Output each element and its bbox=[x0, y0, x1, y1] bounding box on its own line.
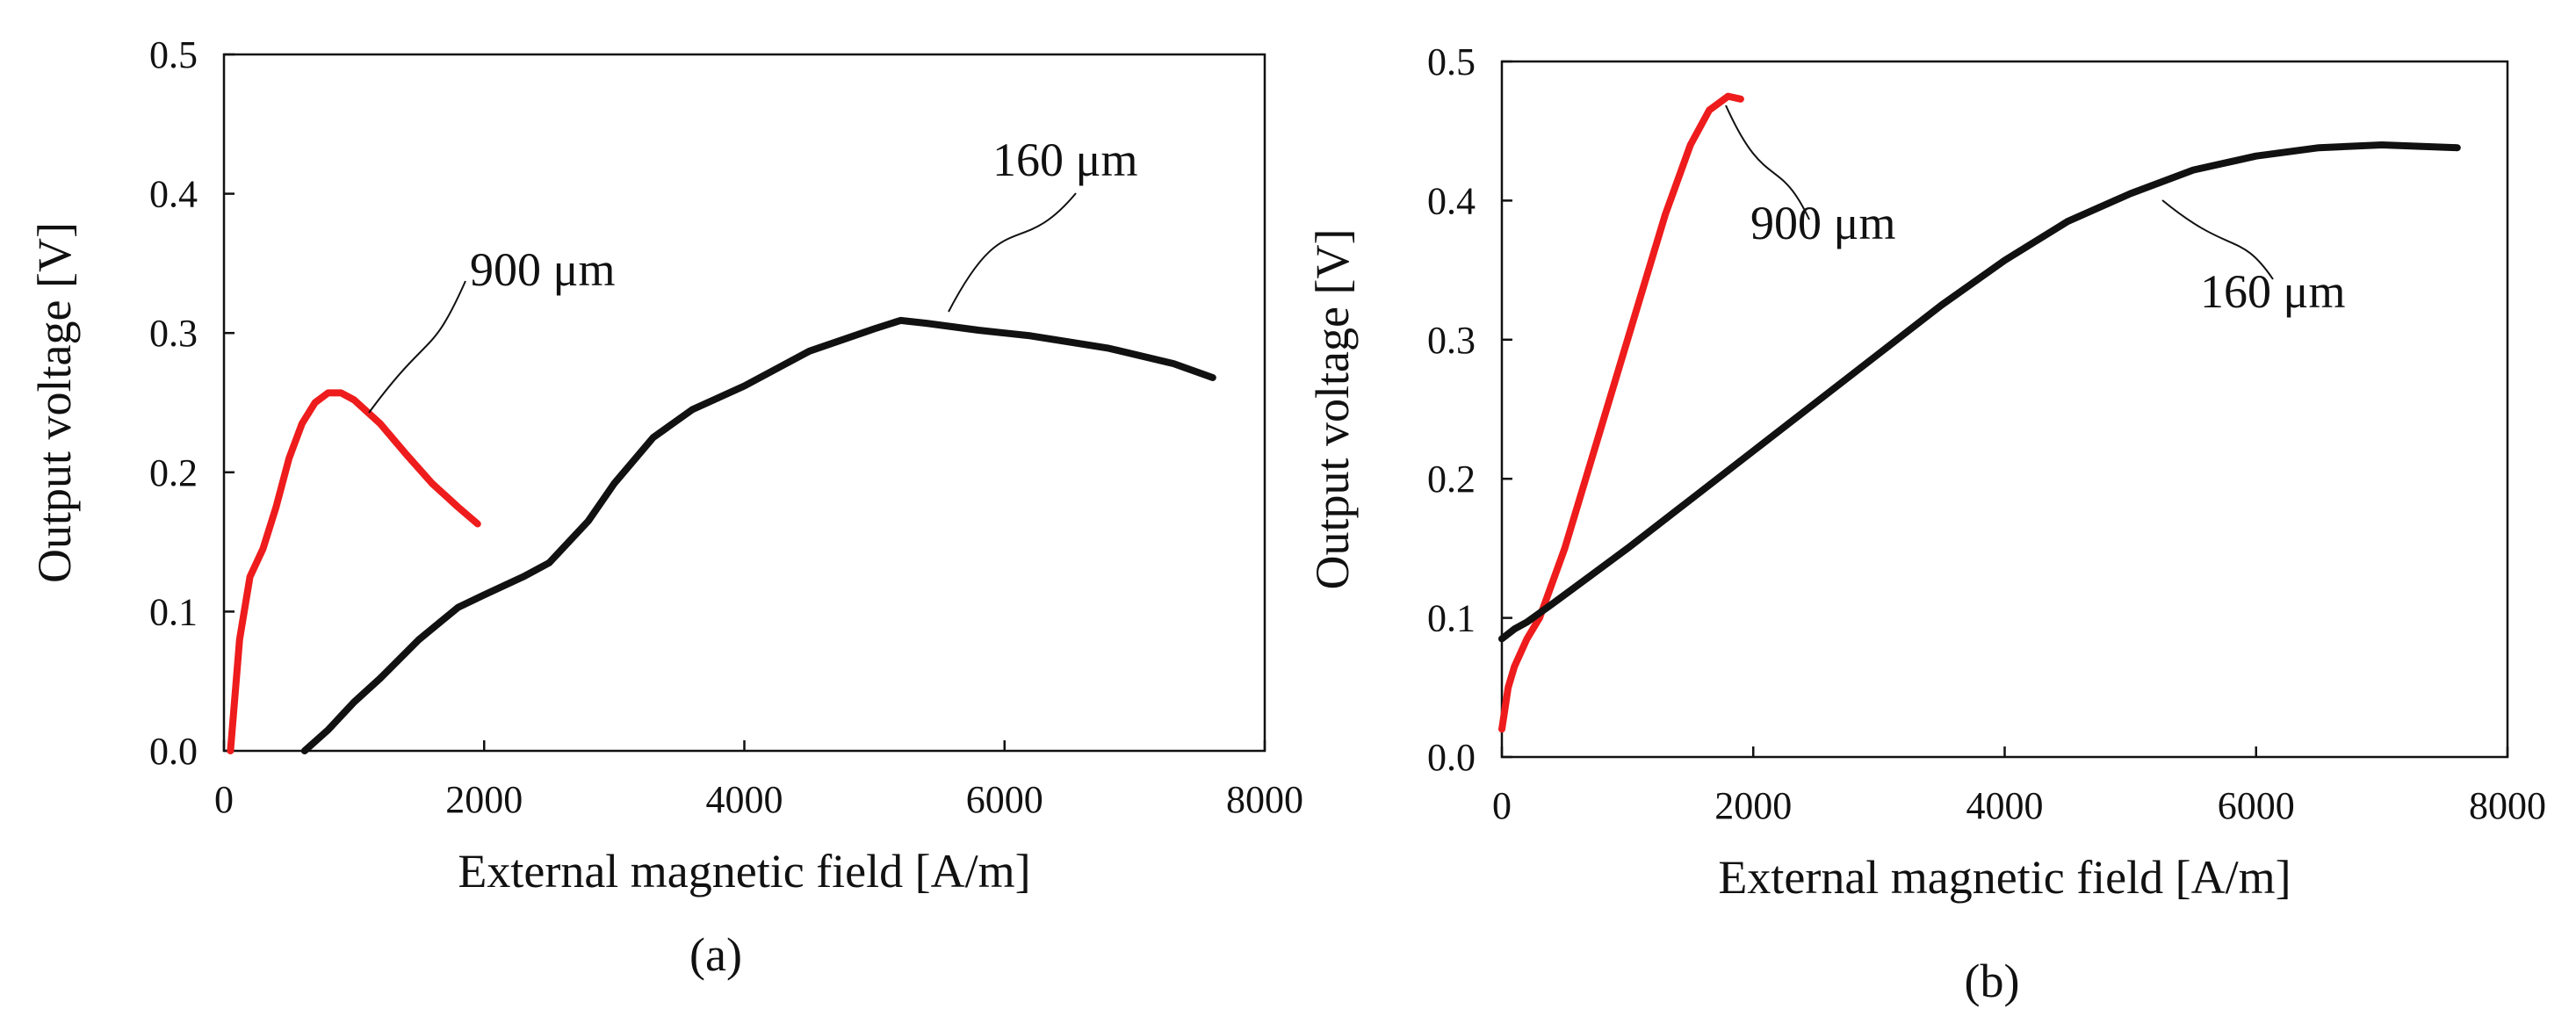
x-tick-label: 6000 bbox=[966, 778, 1043, 821]
callout-leader bbox=[368, 280, 466, 414]
series-line-900um bbox=[227, 389, 481, 754]
series-label: 160 μm bbox=[992, 133, 1137, 186]
series-label: 900 μm bbox=[1750, 197, 1895, 249]
x-tick-label: 4000 bbox=[706, 778, 783, 821]
x-tick-label: 4000 bbox=[1966, 784, 2044, 827]
y-tick-label: 0.5 bbox=[149, 33, 198, 76]
y-tick-label: 0.0 bbox=[1427, 736, 1476, 779]
x-tick-label: 8000 bbox=[1226, 778, 1303, 821]
series-line-160um bbox=[300, 316, 1216, 754]
panel-label: (a) bbox=[689, 928, 742, 981]
series-line-160um bbox=[1498, 141, 2461, 643]
y-tick-label: 0.2 bbox=[149, 451, 198, 494]
y-tick-label: 0.0 bbox=[149, 730, 198, 773]
plot-frame bbox=[1500, 60, 2509, 759]
callout-leader bbox=[2161, 199, 2274, 280]
x-axis-title: External magnetic field [A/m] bbox=[458, 845, 1030, 898]
panel-label: (b) bbox=[1965, 955, 2020, 1007]
y-tick-label: 0.4 bbox=[1427, 179, 1476, 222]
series-label: 160 μm bbox=[2200, 265, 2345, 318]
x-tick-label: 2000 bbox=[1714, 784, 1792, 827]
x-tick-label: 0 bbox=[214, 778, 234, 821]
y-axis-title: Output voltage [V] bbox=[1306, 229, 1359, 590]
y-tick-label: 0.1 bbox=[1427, 597, 1476, 640]
y-tick-label: 0.3 bbox=[149, 312, 198, 355]
y-axis-title: Output voltage [V] bbox=[28, 222, 81, 583]
y-tick-label: 0.5 bbox=[1427, 40, 1476, 83]
x-tick-label: 2000 bbox=[445, 778, 523, 821]
y-tick-label: 0.2 bbox=[1427, 458, 1476, 501]
y-tick-label: 0.1 bbox=[149, 590, 198, 633]
y-tick-label: 0.3 bbox=[1427, 319, 1476, 362]
x-axis-title: External magnetic field [A/m] bbox=[1718, 851, 2291, 904]
x-tick-label: 6000 bbox=[2218, 784, 2295, 827]
y-tick-label: 0.4 bbox=[149, 173, 198, 216]
callout-leader bbox=[1725, 105, 1810, 220]
callout-leader bbox=[948, 192, 1077, 313]
series-line-900um bbox=[1498, 92, 1744, 733]
x-tick-label: 8000 bbox=[2469, 784, 2546, 827]
x-tick-label: 0 bbox=[1492, 784, 1512, 827]
chart-panel-b: 0 2000 4000 6000 8000 0.0 0.1 0.2 0.3 0.4 0.5 Exter… bbox=[1306, 40, 2546, 1007]
chart-panel-a: 0 2000 4000 6000 8000 0.0 0.1 0.2 0.3 0.4 0.5 Exter… bbox=[28, 33, 1303, 981]
series-label: 900 μm bbox=[470, 243, 615, 296]
